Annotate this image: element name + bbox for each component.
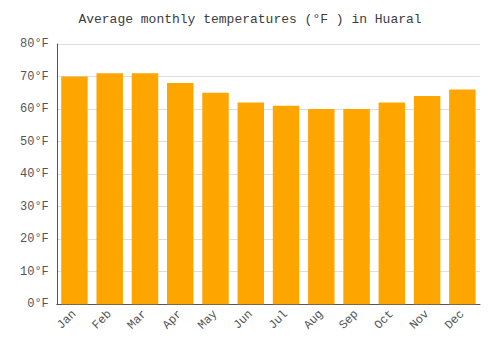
svg-text:40°F: 40°F [20,167,49,181]
svg-text:50°F: 50°F [20,135,49,149]
svg-text:Aug: Aug [301,307,326,332]
svg-text:80°F: 80°F [20,37,49,51]
svg-text:Dec: Dec [442,307,467,332]
svg-text:Jan: Jan [54,307,79,332]
svg-text:70°F: 70°F [20,70,49,84]
svg-text:Average monthly temperatures (: Average monthly temperatures (°F ) in Hu… [78,12,421,27]
svg-text:Oct: Oct [372,307,397,332]
svg-text:May: May [195,307,220,332]
svg-text:Jun: Jun [231,307,256,332]
svg-text:Nov: Nov [407,307,432,332]
svg-text:Mar: Mar [125,307,150,332]
svg-text:60°F: 60°F [20,102,49,116]
svg-text:20°F: 20°F [20,232,49,246]
svg-text:30°F: 30°F [20,200,49,214]
svg-text:Jul: Jul [266,307,291,332]
svg-text:0°F: 0°F [27,297,49,311]
svg-text:Apr: Apr [160,307,185,332]
svg-text:Feb: Feb [89,307,114,332]
svg-text:10°F: 10°F [20,265,49,279]
svg-text:Sep: Sep [336,307,361,332]
